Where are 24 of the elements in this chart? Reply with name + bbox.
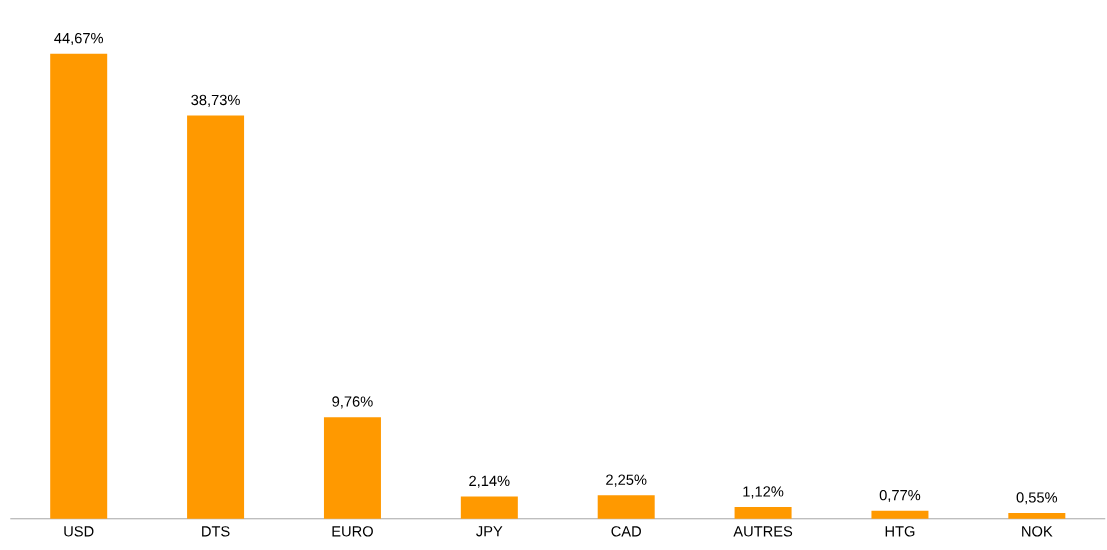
x-tick-label: HTG [885, 526, 915, 537]
data-label: 1,12% [743, 486, 784, 499]
x-tick-label: NOK [1022, 526, 1053, 537]
bar [460, 496, 518, 519]
x-tick-label: AUTRES [733, 526, 793, 537]
x-tick-label: EURO [332, 526, 373, 537]
bar [50, 53, 108, 519]
data-label: 9,76% [332, 396, 373, 409]
bar [871, 510, 929, 519]
bar [1008, 513, 1066, 519]
data-label: 38,73% [191, 94, 240, 107]
bar [734, 507, 792, 519]
bar [597, 495, 655, 519]
bar [187, 115, 245, 519]
x-tick-label: DTS [202, 526, 230, 537]
x-tick-label: USD [64, 526, 94, 537]
bar [323, 417, 381, 519]
data-label: 2,25% [606, 474, 647, 487]
data-label: 44,67% [54, 32, 104, 46]
x-tick-label: CAD [611, 526, 641, 537]
x-tick-label: JPY [476, 526, 503, 537]
data-label: 2,14% [469, 475, 510, 488]
data-label: 0,77% [879, 489, 921, 503]
data-label: 0,55% [1016, 492, 1058, 505]
